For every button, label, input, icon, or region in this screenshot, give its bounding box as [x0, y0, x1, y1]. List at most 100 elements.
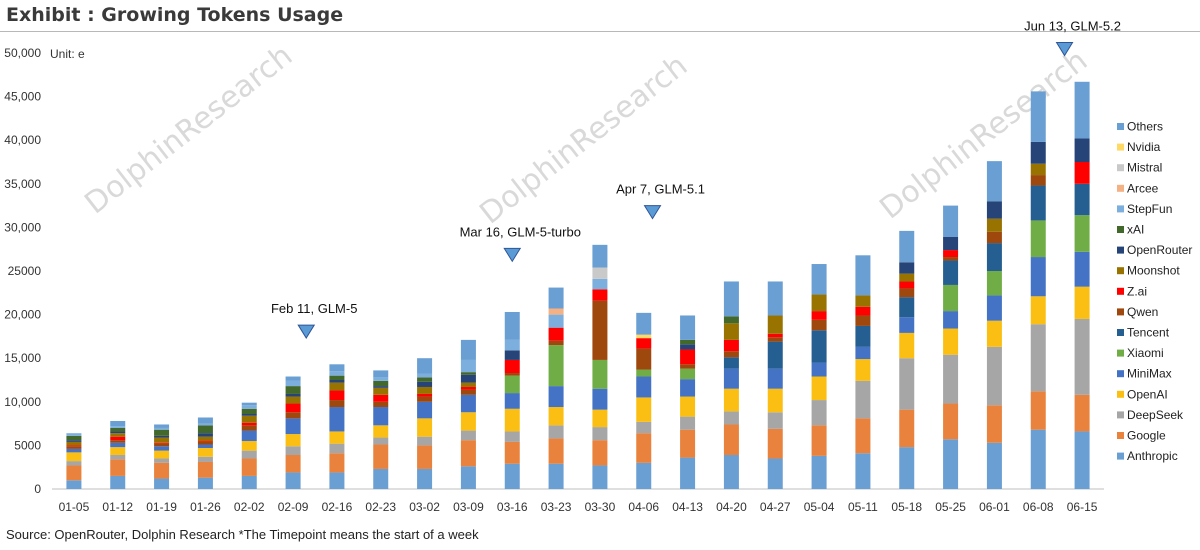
bar-segment [1030, 163, 1046, 176]
bar-segment [636, 397, 652, 422]
bar-stack [899, 230, 915, 489]
legend-label: OpenAI [1127, 387, 1168, 401]
bar-segment [855, 255, 871, 296]
bar-segment [329, 400, 345, 408]
bar-segment [986, 271, 1002, 296]
x-tick-label: 04-06 [628, 500, 659, 514]
bar-segment [767, 388, 783, 413]
x-tick-label: 01-05 [59, 500, 90, 514]
bar-segment [986, 243, 1002, 271]
bar-segment [592, 409, 608, 428]
bar-segment [855, 346, 871, 360]
bar-segment [154, 442, 170, 444]
bar-segment [66, 446, 82, 449]
bar-stack [197, 417, 213, 489]
bar-segment [943, 257, 959, 261]
bar-segment [943, 260, 959, 285]
bar-segment [66, 480, 82, 489]
watermark-layer: DolphinResearch DolphinResearch DolphinRes… [78, 38, 1094, 231]
bar-segment [460, 394, 476, 413]
bar-stack [723, 281, 739, 489]
bar-segment [460, 440, 476, 467]
bar-segment [723, 368, 739, 389]
bar-stack [285, 376, 301, 489]
legend-label: Anthropic [1127, 449, 1178, 463]
bar-segment [373, 437, 389, 445]
bar-segment [548, 463, 564, 489]
bar-segment [767, 337, 783, 342]
bar-segment [855, 315, 871, 326]
bar-segment [548, 314, 564, 328]
bar-segment [680, 339, 696, 345]
bar-segment [285, 386, 301, 394]
bar-segment [504, 431, 520, 442]
bar-segment [417, 436, 433, 446]
bar-segment [373, 425, 389, 438]
x-tick-label: 04-27 [760, 500, 791, 514]
bar-segment [943, 205, 959, 237]
bar-segment [66, 448, 82, 453]
bar-segment [241, 402, 257, 406]
bar-segment [1074, 215, 1090, 252]
x-tick-label: 05-11 [848, 500, 878, 514]
bar-segment [197, 441, 213, 445]
bar-segment [986, 320, 1002, 347]
bar-segment [460, 382, 476, 387]
bar-segment [110, 475, 126, 489]
y-tick-label: 15,000 [4, 351, 41, 365]
legend-label: xAI [1127, 223, 1144, 237]
bar-stack [241, 402, 257, 489]
bar-segment [899, 447, 915, 489]
bar-segment [285, 376, 301, 381]
bar-segment [811, 455, 827, 489]
bar-segment [285, 418, 301, 435]
bar-segment [1074, 183, 1090, 216]
bar-segment [1074, 286, 1090, 319]
bar-segment [636, 338, 652, 349]
bar-segment [504, 350, 520, 360]
legend-swatch [1117, 308, 1124, 316]
bar-segment [592, 359, 608, 389]
bar-stack [154, 424, 170, 489]
bar-segment [899, 297, 915, 318]
bar-segment [723, 351, 739, 358]
x-tick-label: 05-04 [804, 500, 835, 514]
bar-segment [417, 401, 433, 419]
legend-swatch [1117, 370, 1124, 378]
bar-segment [66, 461, 82, 466]
bar-stack [811, 264, 827, 489]
bar-segment [636, 348, 652, 370]
bar-segment [855, 295, 871, 307]
legend-label: Tencent [1127, 326, 1170, 340]
bar-segment [197, 433, 213, 437]
bar-segment [1074, 318, 1090, 395]
bar-segment [417, 468, 433, 489]
bar-segment [723, 357, 739, 369]
bar-segment [1074, 251, 1090, 287]
legend-swatch [1117, 184, 1124, 192]
bar-segment [767, 341, 783, 369]
bar-stack [548, 287, 564, 489]
bar-segment [592, 427, 608, 441]
legend-swatch [1117, 411, 1124, 419]
bar-segment [986, 346, 1002, 406]
annotation-marker [643, 205, 662, 220]
bar-segment [373, 444, 389, 469]
bar-segment [417, 418, 433, 437]
x-tick-label: 05-18 [891, 500, 922, 514]
bar-segment [680, 349, 696, 365]
y-tick-label: 40,000 [4, 133, 41, 147]
legend-label: Mistral [1127, 161, 1162, 175]
x-tick-label: 03-30 [585, 500, 616, 514]
legend-swatch [1117, 287, 1124, 295]
bar-segment [723, 411, 739, 425]
y-tick-label: 5000 [14, 438, 41, 452]
x-tick-label: 02-23 [365, 500, 396, 514]
bar-segment [460, 374, 476, 383]
bar-segment [460, 466, 476, 489]
bar-segment [110, 442, 126, 448]
legend-label: Others [1127, 120, 1163, 134]
bar-segment [417, 445, 433, 469]
bar-segment [285, 393, 301, 397]
